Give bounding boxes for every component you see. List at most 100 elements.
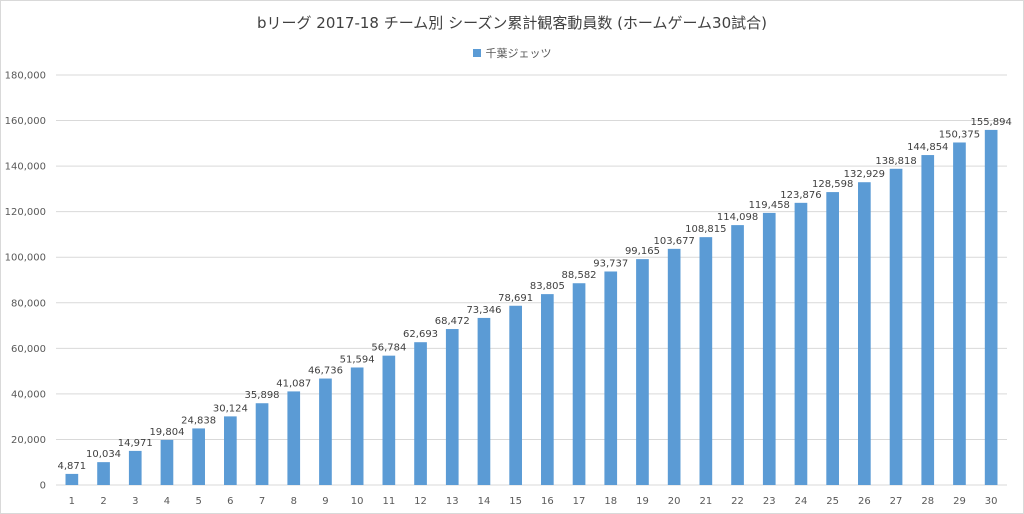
bar <box>509 305 522 485</box>
x-tick-label: 29 <box>953 496 966 507</box>
bar <box>699 237 713 485</box>
x-tick-label: 9 <box>322 496 328 507</box>
bar <box>255 403 269 485</box>
x-tick-label: 27 <box>890 496 903 507</box>
bar <box>826 192 839 485</box>
x-tick-label: 3 <box>132 496 138 507</box>
data-label: 46,736 <box>308 366 343 377</box>
y-tick-label: 160,000 <box>5 116 46 127</box>
bar <box>350 367 364 485</box>
x-tick-label: 22 <box>731 496 744 507</box>
x-tick-label: 18 <box>604 496 617 507</box>
bar <box>445 329 459 485</box>
x-tick-label: 28 <box>921 496 934 507</box>
data-label: 138,818 <box>875 156 916 167</box>
x-tick-label: 12 <box>414 496 427 507</box>
bar <box>414 342 427 485</box>
x-tick-label: 13 <box>446 496 459 507</box>
x-tick-label: 11 <box>382 496 395 507</box>
bar <box>541 294 554 485</box>
data-label: 73,346 <box>466 305 501 316</box>
x-tick-label: 21 <box>699 496 712 507</box>
chart-title: bリーグ 2017-18 チーム別 シーズン累計観客動員数 (ホームゲーム30試… <box>257 14 767 32</box>
data-label: 62,693 <box>403 329 438 340</box>
legend-label: 千葉ジェッツ <box>485 47 552 60</box>
x-tick-label: 6 <box>227 496 233 507</box>
x-tick-label: 26 <box>858 496 871 507</box>
data-label: 24,838 <box>181 415 216 426</box>
bar <box>128 450 142 485</box>
x-tick-label: 2 <box>100 496 106 507</box>
y-tick-label: 120,000 <box>5 207 46 218</box>
y-tick-label: 80,000 <box>11 298 46 309</box>
data-label: 88,582 <box>562 270 597 281</box>
data-label: 41,087 <box>276 378 311 389</box>
x-tick-label: 1 <box>69 496 75 507</box>
x-tick-label: 25 <box>826 496 839 507</box>
bar <box>224 416 237 485</box>
x-tick-label: 8 <box>291 496 297 507</box>
bar <box>858 182 871 485</box>
data-label: 10,034 <box>86 449 121 460</box>
data-label: 68,472 <box>435 316 470 327</box>
data-label: 123,876 <box>780 190 821 201</box>
data-label: 128,598 <box>812 179 853 190</box>
bar <box>287 391 301 485</box>
x-tick-label: 14 <box>478 496 491 507</box>
data-label: 150,375 <box>939 129 980 140</box>
data-label: 93,737 <box>593 258 628 269</box>
data-label: 83,805 <box>530 281 565 292</box>
data-label: 103,677 <box>653 236 694 247</box>
data-label: 14,971 <box>118 438 153 449</box>
bar <box>572 283 586 485</box>
y-tick-label: 40,000 <box>11 389 46 400</box>
data-label: 35,898 <box>245 390 280 401</box>
data-label: 19,804 <box>149 427 184 438</box>
x-tick-label: 19 <box>636 496 649 507</box>
bar <box>953 142 966 485</box>
bar <box>762 212 776 485</box>
bar <box>889 168 903 485</box>
bar <box>604 271 618 485</box>
bar <box>382 355 396 485</box>
bar <box>636 259 649 485</box>
bar <box>192 428 205 485</box>
y-tick-label: 100,000 <box>5 253 46 264</box>
bar <box>477 317 491 485</box>
data-label: 4,871 <box>58 461 87 472</box>
data-label: 144,854 <box>907 142 948 153</box>
legend: 千葉ジェッツ <box>1 45 1023 61</box>
x-tick-label: 17 <box>573 496 586 507</box>
x-tick-label: 23 <box>763 496 776 507</box>
data-label: 108,815 <box>685 224 726 235</box>
bar <box>65 473 79 485</box>
x-tick-label: 16 <box>541 496 554 507</box>
data-label: 132,929 <box>844 169 885 180</box>
data-label: 30,124 <box>213 403 248 414</box>
y-tick-label: 60,000 <box>11 344 46 355</box>
x-tick-label: 10 <box>351 496 364 507</box>
bar <box>984 129 998 485</box>
bar <box>794 202 808 485</box>
x-tick-label: 24 <box>795 496 808 507</box>
y-tick-label: 0 <box>40 481 46 492</box>
data-label: 56,784 <box>371 343 406 354</box>
legend-swatch <box>472 49 481 57</box>
data-label: 155,894 <box>970 117 1011 128</box>
x-tick-label: 5 <box>195 496 201 507</box>
bar <box>921 155 935 485</box>
x-tick-label: 20 <box>668 496 681 507</box>
x-tick-label: 15 <box>509 496 522 507</box>
data-label: 119,458 <box>749 200 790 211</box>
bar <box>97 462 110 485</box>
y-tick-label: 20,000 <box>11 435 46 446</box>
y-tick-label: 140,000 <box>5 162 46 173</box>
bar <box>319 378 332 485</box>
x-tick-label: 30 <box>985 496 998 507</box>
data-label: 99,165 <box>625 246 660 257</box>
data-label: 114,098 <box>717 212 758 223</box>
data-label: 51,594 <box>340 354 375 365</box>
bar <box>160 439 174 485</box>
